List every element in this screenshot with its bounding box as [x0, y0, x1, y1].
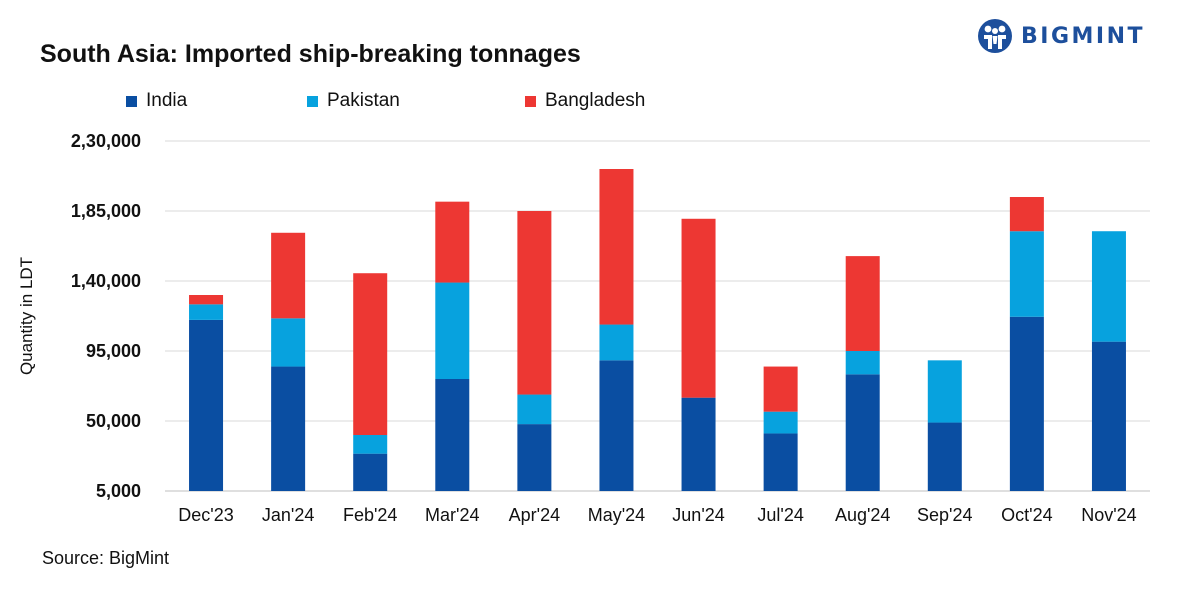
legend-swatch-bangladesh [525, 95, 536, 107]
legend-label-pakistan: Pakistan [327, 90, 400, 111]
y-tick-label: 5,000 [96, 481, 141, 501]
bar-pakistan-1 [271, 318, 306, 367]
bar-india-8 [845, 374, 880, 491]
x-tick-label: Jun'24 [672, 505, 724, 525]
bar-bangladesh-3 [435, 201, 470, 283]
bar-india-10 [1009, 316, 1044, 491]
bar-india-6 [681, 397, 716, 491]
bar-india-0 [189, 319, 224, 491]
bar-india-11 [1091, 341, 1126, 491]
bar-india-3 [435, 379, 470, 491]
bigmint-logo-text: BIGMINT [1021, 23, 1146, 49]
x-tick-label: Dec'23 [178, 505, 233, 525]
bar-bangladesh-8 [845, 256, 880, 351]
legend-label-bangladesh: Bangladesh [545, 90, 646, 111]
legend-item-bangladesh: Bangladesh [525, 90, 645, 112]
bar-bangladesh-6 [681, 218, 716, 398]
y-tick-label: 1,40,000 [71, 271, 141, 291]
legend-swatch-india [126, 95, 137, 107]
y-tick-label: 2,30,000 [71, 131, 141, 151]
x-tick-label: Apr'24 [509, 505, 560, 525]
bar-bangladesh-4 [517, 211, 552, 395]
bar-bangladesh-1 [271, 232, 306, 319]
source-note: Source: BigMint [42, 548, 170, 568]
bar-india-2 [353, 453, 388, 491]
bar-bangladesh-0 [189, 295, 224, 305]
legend-swatch-pakistan [307, 95, 318, 107]
bar-pakistan-9 [927, 360, 962, 423]
bar-bangladesh-7 [763, 366, 798, 412]
bar-pakistan-7 [763, 411, 798, 434]
bar-bangladesh-10 [1009, 197, 1044, 232]
bar-pakistan-5 [599, 324, 634, 361]
x-tick-label: May'24 [588, 505, 645, 525]
bar-bangladesh-2 [353, 273, 388, 435]
bar-pakistan-0 [189, 304, 224, 320]
bar-bangladesh-5 [599, 169, 634, 325]
y-tick-label: 95,000 [86, 341, 141, 361]
x-tick-label: Oct'24 [1001, 505, 1052, 525]
bar-pakistan-8 [845, 351, 880, 375]
legend-item-pakistan: Pakistan [307, 90, 400, 112]
bar-pakistan-4 [517, 394, 552, 425]
bar-india-4 [517, 424, 552, 491]
bar-india-5 [599, 360, 634, 491]
legend-item-india: India [126, 90, 187, 112]
legend-label-india: India [146, 90, 188, 111]
x-tick-label: Mar'24 [425, 505, 479, 525]
bigmint-logo: BIGMINT [977, 16, 1145, 56]
bigmint-logo-icon [978, 19, 1012, 53]
bar-pakistan-11 [1091, 231, 1126, 342]
bar-india-1 [271, 366, 306, 491]
bar-pakistan-10 [1009, 231, 1044, 317]
bar-pakistan-3 [435, 282, 470, 379]
bar-india-9 [927, 422, 962, 491]
chart-title: South Asia: Imported ship-breaking tonna… [40, 40, 581, 68]
stacked-bar-chart: 5,000 50,000 95,000 1,40,000 1,85,000 2,30,00… [17, 131, 1150, 525]
x-tick-label: Jul'24 [757, 505, 803, 525]
bar-pakistan-2 [353, 435, 388, 454]
y-axis-title: Quantity in LDT [17, 257, 36, 375]
x-tick-label: Aug'24 [835, 505, 891, 525]
y-tick-label: 50,000 [86, 411, 141, 431]
chart-legend: India Pakistan Bangladesh [0, 90, 1182, 112]
y-tick-label: 1,85,000 [71, 201, 141, 221]
x-tick-label: Feb'24 [343, 505, 397, 525]
x-tick-label: Nov'24 [1081, 505, 1136, 525]
bar-india-7 [763, 433, 798, 491]
x-tick-label: Jan'24 [262, 505, 314, 525]
x-tick-label: Sep'24 [917, 505, 973, 525]
